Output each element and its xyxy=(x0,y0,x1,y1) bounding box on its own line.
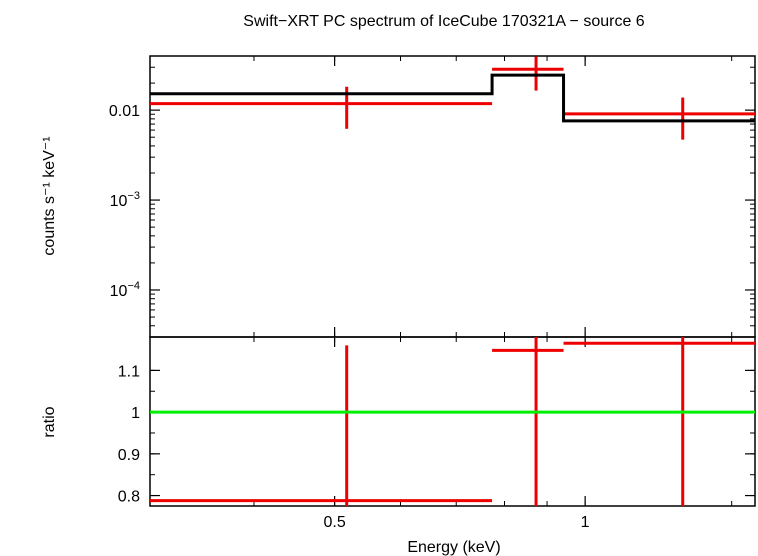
ratio-y-tick-label: 0.9 xyxy=(118,447,140,464)
spectrum-y-tick-label: 10−3 xyxy=(110,190,140,210)
x-axis-label: Energy (keV) xyxy=(407,539,500,556)
ratio-frame xyxy=(149,336,756,507)
x-tick-label: 1 xyxy=(581,514,590,531)
spectrum-frame xyxy=(149,55,756,338)
ratio-panel: 0.8 0.9 1 1.1 0.5 1 xyxy=(118,336,756,531)
ratio-y-tick-label: 1 xyxy=(131,405,140,422)
y-axis-label-spectrum: counts s⁻¹ keV⁻¹ xyxy=(41,136,58,255)
spectrum-model-step-line xyxy=(150,73,755,123)
spectrum-panel: 0.01 10−3 10−4 xyxy=(109,55,756,338)
x-tick-label: 0.5 xyxy=(323,514,345,531)
ratio-y-tick-label: 1.1 xyxy=(118,363,140,380)
y-axis-label-ratio: ratio xyxy=(41,406,58,437)
spectrum-y-tick-label: 0.01 xyxy=(109,103,140,120)
chart-title: Swift−XRT PC spectrum of IceCube 170321A… xyxy=(243,13,645,30)
spectrum-y-tick-label: 10−4 xyxy=(110,280,140,300)
ratio-y-tick-label: 0.8 xyxy=(118,489,140,506)
